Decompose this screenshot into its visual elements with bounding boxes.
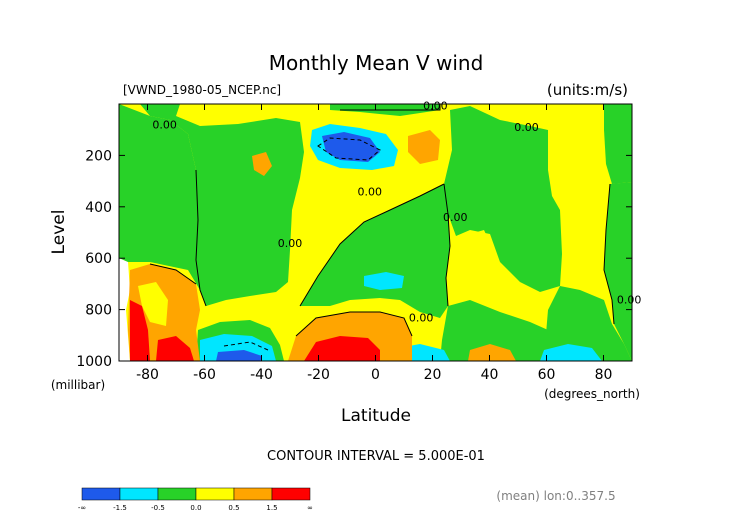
region-green-equator (300, 184, 450, 318)
contour-zero-e (340, 104, 441, 111)
region-yellow-south-pocket (138, 282, 168, 326)
x-tick-label: -40 (250, 367, 273, 383)
region-green-north-east (604, 182, 632, 361)
colorbar-label: ∞ (307, 504, 313, 512)
colorbar-swatch (271, 487, 311, 501)
x-tick-label: 20 (424, 367, 442, 383)
colorbar: -∞ -1.5 -0.5 0.0 0.5 1.5 ∞ (78, 487, 313, 512)
colorbar-swatch (195, 487, 235, 501)
y-tick-label: 1000 (76, 354, 112, 370)
contour-zero-a (299, 183, 445, 307)
contour-pos-south (149, 263, 197, 285)
colorbar-swatch (81, 487, 121, 501)
region-green-north-low (440, 300, 548, 361)
y-ticks: 200 400 600 800 1000 (76, 148, 632, 370)
y-tick-label: 400 (85, 200, 112, 216)
region-red-south-low (156, 336, 194, 361)
region-green-south-west (119, 104, 200, 290)
x-tick-label: -20 (307, 367, 330, 383)
contour-interval-label: CONTOUR INTERVAL = 5.000E-01 (267, 449, 485, 464)
region-cyan-north-low (540, 344, 602, 361)
x-tick-label: -80 (136, 367, 159, 383)
region-cyan-small (364, 272, 404, 290)
contour-zero-d (603, 183, 615, 325)
colorbar-swatch (157, 487, 197, 501)
colorbar-label: 0.0 (190, 504, 201, 512)
region-red-equator (304, 336, 380, 361)
region-orange-upper (408, 130, 440, 164)
colorbar-label: -1.5 (113, 504, 127, 512)
colorbar-label: -0.5 (151, 504, 165, 512)
colorbar-label: -∞ (78, 504, 86, 512)
contour-dashed-jet (317, 137, 381, 161)
contour-label: 0.00 (152, 119, 177, 132)
x-axis-unit: (degrees_north) (544, 387, 640, 401)
contour-dashed-south (223, 341, 269, 351)
contour-zero-b (195, 169, 207, 307)
y-tick-label: 200 (85, 148, 112, 164)
colorbar-label: 1.5 (266, 504, 277, 512)
contour-zero-c (443, 183, 451, 307)
region-yellow-pocket (470, 230, 496, 276)
contour-pos-equator (295, 311, 413, 337)
region-green-north-surface (546, 286, 632, 361)
contour-label: 0.00 (278, 237, 303, 250)
chart-title: Monthly Mean V wind (269, 51, 484, 75)
plot-area (119, 104, 632, 361)
file-label: [VWND_1980-05_NCEP.nc] (123, 83, 281, 97)
contour-label: 0.00 (358, 185, 383, 198)
x-tick-label: 0 (371, 367, 380, 383)
contour-labels: 0.00 0.00 0.00 0.00 0.00 0.00 0.00 0.00 (152, 99, 641, 324)
x-ticks: -80 -60 -40 -20 0 20 40 60 80 (136, 104, 612, 383)
region-blue-jet (322, 132, 380, 162)
y-tick-label: 800 (85, 303, 112, 319)
y-tick-label: 600 (85, 251, 112, 267)
colorbar-swatch (119, 487, 159, 501)
region-green-north-mid (444, 106, 562, 292)
x-tick-label: 60 (538, 367, 556, 383)
x-tick-label: -60 (193, 367, 216, 383)
region-orange-small (252, 152, 272, 176)
region-orange-north-low (468, 344, 516, 361)
region-green-north-top (604, 104, 632, 184)
units-label: (units:m/s) (547, 81, 628, 99)
contour-label: 0.00 (423, 99, 448, 112)
region-red-south-edge (130, 300, 150, 361)
y-axis-label: Level (49, 210, 69, 255)
x-tick-label: 80 (595, 367, 613, 383)
region-blue-south-low (216, 350, 262, 361)
y-axis-unit: (millibar) (51, 378, 105, 392)
contour-label: 0.00 (514, 121, 539, 134)
contour-label: 0.00 (443, 211, 468, 224)
footer-label: (mean) lon:0..357.5 (496, 489, 615, 503)
x-tick-label: 40 (481, 367, 499, 383)
contour-label: 0.00 (617, 293, 642, 306)
x-axis-label: Latitude (341, 406, 411, 426)
colorbar-label: 0.5 (228, 504, 239, 512)
contour-label: 0.00 (409, 311, 434, 324)
colorbar-swatch (233, 487, 273, 501)
